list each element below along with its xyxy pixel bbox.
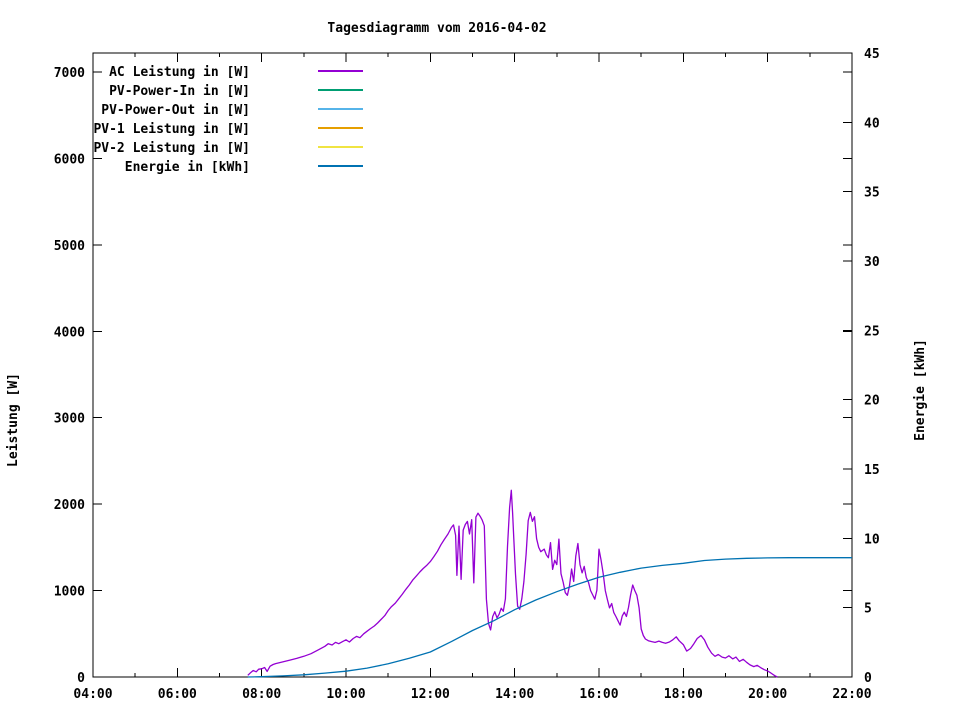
- svg-text:20:00: 20:00: [748, 687, 787, 702]
- legend-label: PV-Power-Out in [W]: [101, 103, 250, 118]
- legend-label: Energie in [kWh]: [125, 160, 250, 175]
- svg-text:1000: 1000: [54, 585, 85, 600]
- svg-text:2000: 2000: [54, 498, 85, 513]
- axes-layer: 04:00 06:00 08:00 10:00 12:00 14:00 16:00 18:00…: [54, 47, 880, 702]
- svg-text:18:00: 18:00: [664, 687, 703, 702]
- svg-text:14:00: 14:00: [495, 687, 534, 702]
- legend-item: Energie in [kWh]: [125, 160, 363, 175]
- y-axis-title: Leistung [W]: [6, 373, 21, 467]
- svg-text:25: 25: [864, 324, 880, 339]
- svg-text:0: 0: [864, 671, 872, 686]
- svg-text:30: 30: [864, 255, 880, 270]
- svg-text:35: 35: [864, 186, 880, 201]
- svg-text:3000: 3000: [54, 412, 85, 427]
- svg-text:04:00: 04:00: [73, 687, 112, 702]
- legend-item: AC Leistung in [W]: [109, 65, 363, 80]
- svg-text:5: 5: [864, 602, 872, 617]
- svg-text:10: 10: [864, 532, 880, 547]
- svg-text:6000: 6000: [54, 152, 85, 167]
- svg-text:12:00: 12:00: [411, 687, 450, 702]
- svg-text:4000: 4000: [54, 325, 85, 340]
- legend-label: AC Leistung in [W]: [109, 65, 250, 80]
- svg-text:15: 15: [864, 463, 880, 478]
- chart-title: Tagesdiagramm vom 2016-04-02: [327, 21, 546, 36]
- svg-text:06:00: 06:00: [158, 687, 197, 702]
- svg-text:45: 45: [864, 47, 880, 62]
- svg-text:16:00: 16:00: [579, 687, 618, 702]
- legend-item: PV-Power-In in [W]: [109, 84, 363, 99]
- svg-text:08:00: 08:00: [242, 687, 281, 702]
- legend-item: PV-2 Leistung in [W]: [93, 141, 363, 156]
- legend-label: PV-1 Leistung in [W]: [93, 122, 250, 137]
- y2-axis-title: Energie [kWh]: [913, 339, 928, 441]
- svg-text:7000: 7000: [54, 66, 85, 81]
- svg-text:40: 40: [864, 116, 880, 131]
- svg-text:5000: 5000: [54, 239, 85, 254]
- legend-item: PV-Power-Out in [W]: [101, 103, 363, 118]
- legend-item: PV-1 Leistung in [W]: [93, 122, 363, 137]
- svg-text:22:00: 22:00: [832, 687, 871, 702]
- svg-text:20: 20: [864, 394, 880, 409]
- series-layer: [247, 489, 852, 678]
- svg-text:10:00: 10:00: [326, 687, 365, 702]
- legend: AC Leistung in [W] PV-Power-In in [W] PV…: [93, 65, 363, 175]
- legend-label: PV-2 Leistung in [W]: [93, 141, 250, 156]
- svg-text:0: 0: [77, 671, 85, 686]
- legend-label: PV-Power-In in [W]: [109, 84, 250, 99]
